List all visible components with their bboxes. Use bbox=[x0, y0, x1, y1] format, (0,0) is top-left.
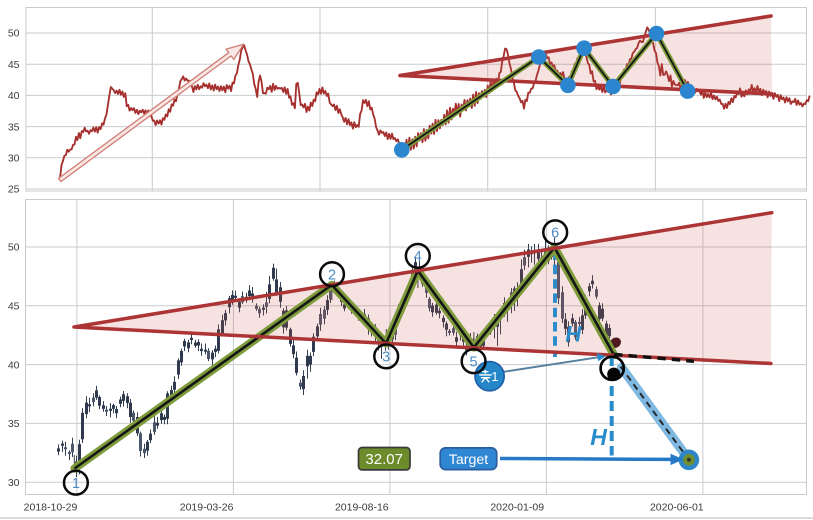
svg-text:40: 40 bbox=[8, 90, 20, 102]
svg-text:40: 40 bbox=[8, 359, 20, 371]
svg-text:Target: Target bbox=[449, 452, 488, 468]
svg-text:45: 45 bbox=[8, 59, 20, 71]
svg-text:H: H bbox=[565, 321, 582, 346]
svg-text:25: 25 bbox=[8, 184, 20, 196]
svg-text:3: 3 bbox=[382, 350, 390, 366]
svg-text:30: 30 bbox=[8, 153, 20, 165]
svg-text:2020-06-01: 2020-06-01 bbox=[650, 502, 704, 514]
svg-text:2018-10-29: 2018-10-29 bbox=[24, 502, 78, 514]
svg-text:2: 2 bbox=[328, 267, 336, 283]
svg-text:6: 6 bbox=[551, 226, 559, 242]
svg-text:1: 1 bbox=[72, 476, 80, 492]
svg-text:2019-08-16: 2019-08-16 bbox=[335, 502, 389, 514]
svg-text:4: 4 bbox=[414, 249, 422, 265]
svg-text:35: 35 bbox=[8, 121, 20, 133]
svg-text:2019-03-26: 2019-03-26 bbox=[180, 502, 234, 514]
svg-text:H: H bbox=[590, 424, 607, 450]
svg-text:2020-01-09: 2020-01-09 bbox=[490, 502, 544, 514]
svg-text:45: 45 bbox=[8, 301, 20, 313]
svg-text:32.07: 32.07 bbox=[365, 451, 403, 468]
svg-text:1: 1 bbox=[491, 369, 498, 384]
svg-text:50: 50 bbox=[8, 242, 20, 254]
svg-text:50: 50 bbox=[8, 28, 20, 40]
svg-text:5: 5 bbox=[470, 354, 478, 370]
svg-text:30: 30 bbox=[8, 477, 20, 489]
svg-text:35: 35 bbox=[8, 418, 20, 430]
